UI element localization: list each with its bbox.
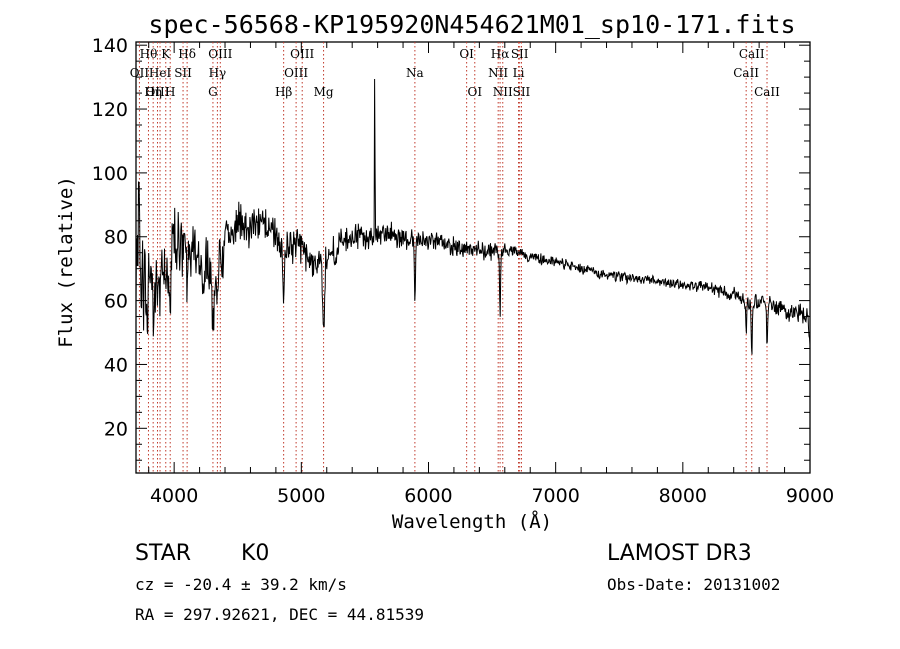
spectral-line-label: Hδ	[178, 47, 196, 61]
spectral-line-label: G	[208, 85, 218, 99]
spectral-line-label: Hη	[144, 85, 162, 99]
axis-ticks	[136, 42, 810, 473]
x-axis-label: Wavelength (Å)	[392, 510, 552, 533]
spectral-line-label: CaII	[733, 66, 759, 80]
x-tick-label: 4000	[150, 485, 198, 507]
x-tick-label: 8000	[659, 485, 707, 507]
spectral-line-label: Hγ	[209, 66, 227, 80]
y-tick-label: 60	[104, 291, 128, 313]
y-tick-label: 100	[92, 163, 128, 185]
obs-date: Obs-Date: 20131002	[607, 575, 780, 594]
spectral-line-label: OIII	[145, 85, 169, 99]
spectral-line-label: H	[165, 85, 175, 99]
x-tick-label: 5000	[277, 485, 325, 507]
object-subclass: K0	[241, 541, 269, 566]
y-tick-label: 40	[104, 354, 128, 376]
y-tick-label: 120	[92, 99, 128, 121]
spectral-line-label: Li	[513, 66, 525, 80]
spectral-line-label: SII	[511, 47, 529, 61]
spectral-line-labels: Hθ OII OIII K HeI Hη SII H Hδ OIII Hγ G OIII OIII Hβ Mg…	[130, 47, 780, 99]
survey-name: LAMOST DR3	[607, 541, 752, 566]
x-tick-label: 6000	[404, 485, 452, 507]
x-tick-label: 7000	[531, 485, 579, 507]
spectral-line-markers	[138, 42, 768, 473]
spectral-line-label: OI	[459, 47, 474, 61]
x-tick-label: 9000	[786, 485, 834, 507]
spectral-line-label: Mg	[314, 85, 334, 99]
y-axis-label: Flux (relative)	[55, 176, 77, 348]
spectral-line-label: Hα	[491, 47, 510, 61]
spectral-line-label: OIII	[290, 47, 314, 61]
plot-frame	[135, 41, 811, 474]
redshift-text: cz = -20.4 ± 39.2 km/s	[135, 575, 347, 594]
spectral-line-label: NII	[488, 66, 508, 80]
spectral-line-label: Hβ	[275, 85, 292, 99]
y-tick-label: 80	[104, 227, 128, 249]
spectral-line-label: Hθ	[140, 47, 158, 61]
spectral-line-label: OII	[130, 66, 150, 80]
spectral-line-label: Na	[406, 66, 424, 80]
spectral-line-label: CaII	[754, 85, 780, 99]
spectral-line-label: NII	[493, 85, 513, 99]
y-tick-label: 20	[104, 418, 128, 440]
spectral-line-label: HeI	[149, 66, 172, 80]
object-class: STAR	[135, 541, 191, 566]
spectrum-line	[135, 78, 811, 355]
spectral-line-label: CaII	[739, 47, 765, 61]
chart-title: spec-56568-KP195920N454621M01_sp10-171.f…	[148, 10, 795, 39]
spectral-line-label: K	[161, 47, 171, 61]
spectral-line-label: SII	[513, 85, 531, 99]
spectral-line-label: OIII	[284, 66, 308, 80]
y-tick-label: 140	[92, 35, 128, 57]
coordinates-text: RA = 297.92621, DEC = 44.81539	[135, 605, 424, 624]
spectral-line-label: SII	[174, 66, 192, 80]
spectral-line-label: OIII	[208, 47, 232, 61]
axis-tick-labels: 4000 5000 6000 7000 8000 9000 20 40 60 80 100 120 14…	[92, 35, 834, 507]
spectral-line-label: OI	[467, 85, 482, 99]
